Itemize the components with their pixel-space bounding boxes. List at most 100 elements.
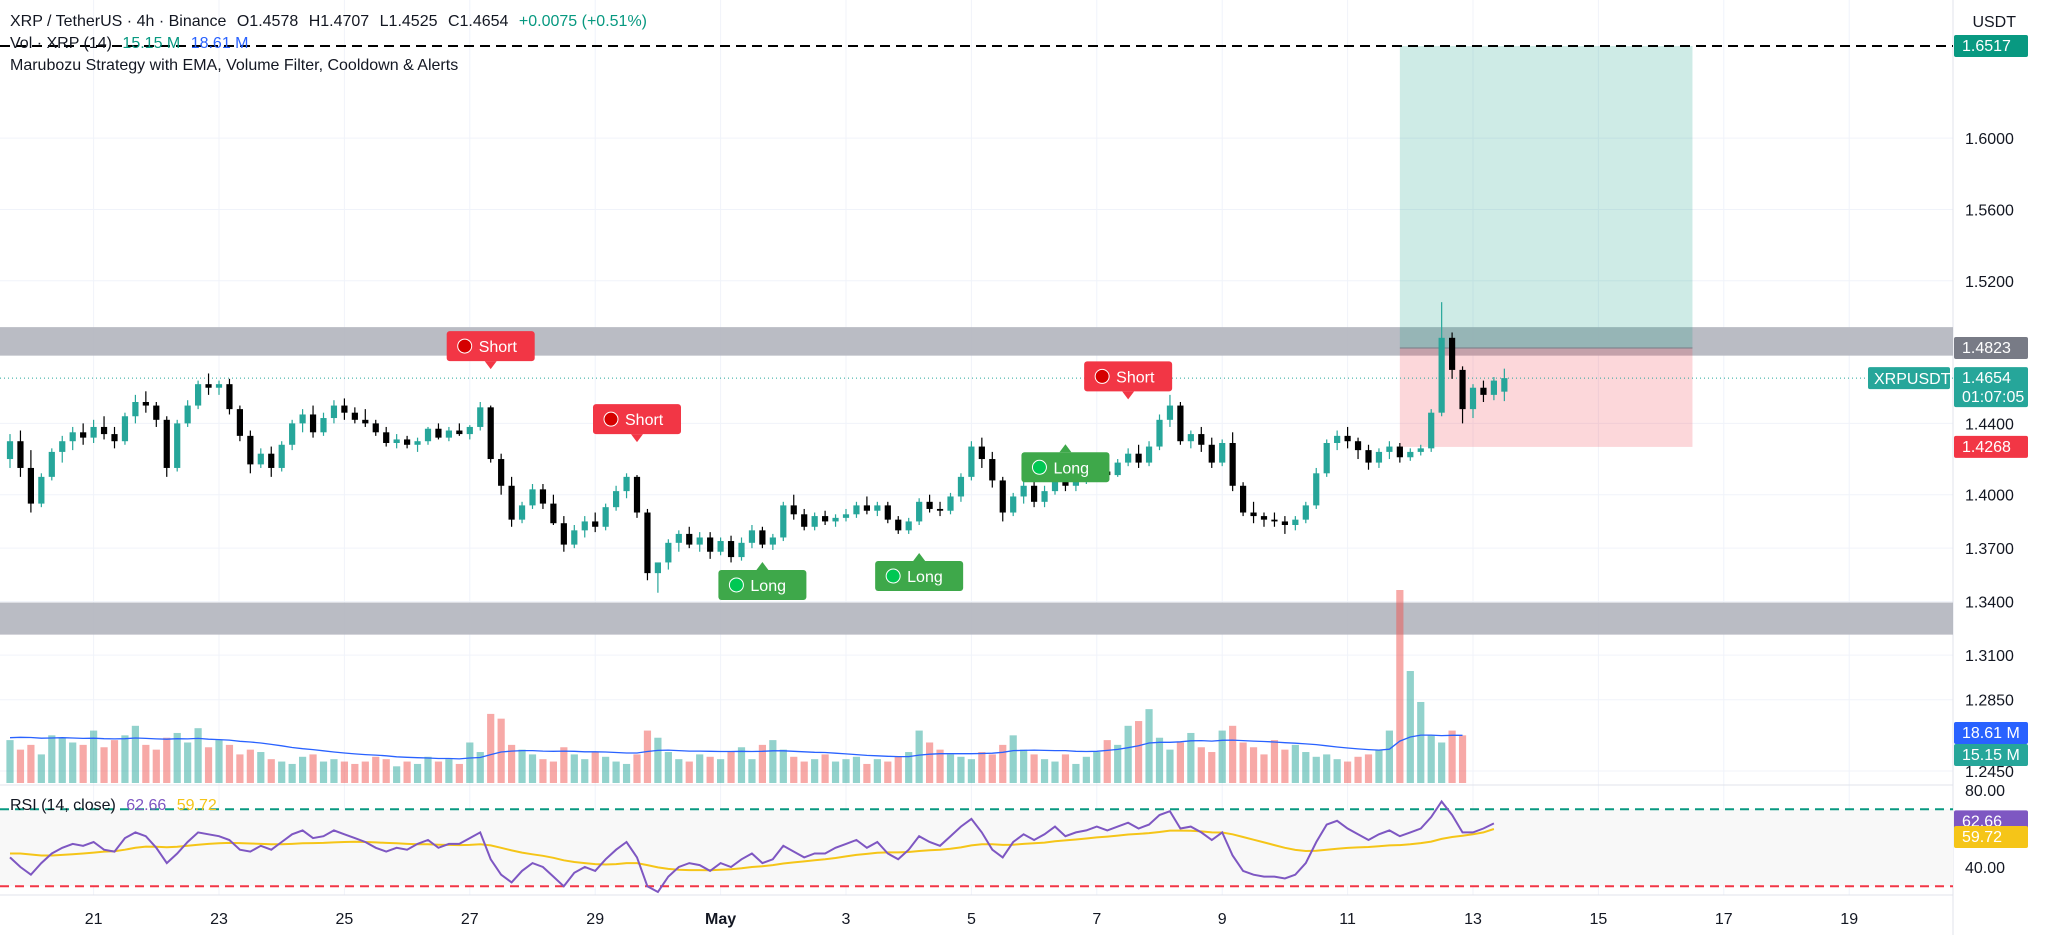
time-tick-label: 9 — [1218, 911, 1227, 928]
strategy-signals: Short Short Long Long Long Short — [446, 331, 1173, 600]
candle-body — [330, 405, 338, 419]
candle-body — [435, 428, 442, 438]
candle-body — [1302, 505, 1309, 520]
currency-label[interactable]: USDT — [1972, 14, 2016, 31]
candle-body — [163, 419, 170, 468]
rsi-ma-legend-value: 59.72 — [176, 797, 217, 814]
candle-body — [1177, 405, 1184, 442]
volume-bar — [466, 742, 474, 783]
candle-body — [341, 405, 348, 413]
entry-price-badge-text: 1.4823 — [1962, 340, 2011, 357]
candle-body — [1396, 446, 1403, 458]
candle — [727, 535, 735, 563]
signal-label-box — [1084, 361, 1173, 392]
candle-body — [801, 514, 808, 527]
price-tick-label: 1.3700 — [1965, 541, 2014, 558]
horizontal-lines — [0, 45, 1953, 379]
volume-bar — [622, 763, 631, 783]
candle — [383, 426, 390, 447]
volume-legend-label[interactable]: Vol · XRP (14) — [10, 35, 112, 52]
time-axis: 21 23 25 27 29 May 3 5 7 9 11 13 15 17 19 — [85, 911, 1858, 928]
candle — [153, 401, 160, 427]
candle-body — [215, 384, 223, 388]
candle — [1020, 480, 1027, 504]
signal-label-box — [718, 569, 807, 600]
candle — [717, 537, 724, 556]
candle — [132, 394, 139, 424]
volume-bar — [1354, 756, 1362, 783]
candle-body — [1417, 448, 1424, 452]
candle-body — [257, 453, 264, 465]
volume-bar — [863, 763, 871, 783]
volume-bar — [946, 754, 955, 783]
candle-body — [132, 401, 139, 417]
volume-bar — [821, 754, 829, 783]
candle-body — [1010, 496, 1017, 513]
candle — [289, 419, 296, 451]
candle — [1302, 501, 1309, 524]
volume-bar — [1176, 742, 1184, 783]
rsi-legend-label[interactable]: RSI (14, close) — [10, 797, 116, 814]
candle — [38, 473, 45, 508]
candle-body — [654, 562, 661, 574]
candle — [686, 526, 693, 549]
volume-bar — [508, 744, 516, 783]
strategy-legend: Marubozu Strategy with EMA, Volume Filte… — [10, 56, 464, 76]
price-tick-label: 1.2450 — [1965, 764, 2014, 781]
candle — [853, 501, 860, 518]
candle — [769, 533, 776, 550]
volume-legend-value: 15.15 M — [122, 35, 181, 52]
volume-ma-badge-text: 18.61 M — [1962, 725, 2020, 742]
candle-body — [811, 516, 818, 527]
candle-body — [863, 505, 870, 511]
candle-body — [424, 428, 432, 442]
candle-body — [790, 505, 797, 515]
volume-ma-line — [9, 734, 1463, 760]
candle — [184, 400, 191, 427]
volume-bar — [602, 756, 610, 783]
candle — [675, 530, 682, 552]
candle-body — [195, 384, 202, 406]
candle — [832, 514, 839, 527]
candle — [1396, 442, 1403, 463]
candle — [863, 496, 870, 515]
volume-bar — [1333, 759, 1341, 783]
candle-body — [1072, 480, 1079, 486]
symbol-title[interactable]: XRP / TetherUS · 4h · Binance — [10, 13, 227, 30]
candle-body — [853, 505, 860, 515]
strategy-legend-label[interactable]: Marubozu Strategy with EMA, Volume Filte… — [10, 57, 459, 74]
candle — [613, 485, 620, 511]
volume-bar — [1103, 740, 1111, 783]
volume-bar — [1427, 735, 1435, 783]
candle-body — [456, 430, 463, 435]
candle — [1386, 441, 1393, 460]
volume-bar — [1009, 735, 1017, 783]
red-dot-icon — [603, 411, 619, 427]
candle — [424, 426, 432, 445]
candle — [999, 476, 1006, 522]
volume-bar — [737, 747, 746, 783]
time-tick-label: 29 — [586, 911, 604, 928]
candle — [947, 492, 954, 515]
candle — [1428, 409, 1435, 452]
volume-bar — [654, 737, 662, 783]
volume-bar — [110, 740, 119, 783]
candle-body — [1438, 337, 1445, 413]
candle — [1031, 478, 1038, 508]
time-tick-label: May — [705, 911, 736, 928]
time-tick-label: 19 — [1840, 911, 1858, 928]
volume-bar — [1396, 590, 1404, 783]
volume-bar — [957, 756, 965, 783]
volume-bar — [1291, 744, 1299, 783]
rsi-legend: RSI (14, close) 62.66 59.72 — [10, 796, 223, 816]
volume-bar — [382, 759, 390, 783]
symbol-tag-bg — [1868, 367, 1950, 390]
candle — [362, 409, 369, 427]
candle — [1365, 444, 1372, 470]
volume-bar — [528, 754, 537, 783]
candle — [644, 508, 651, 581]
last-price-badge: 1.4654 01:07:05 — [1954, 367, 2028, 408]
candle — [1240, 482, 1247, 517]
